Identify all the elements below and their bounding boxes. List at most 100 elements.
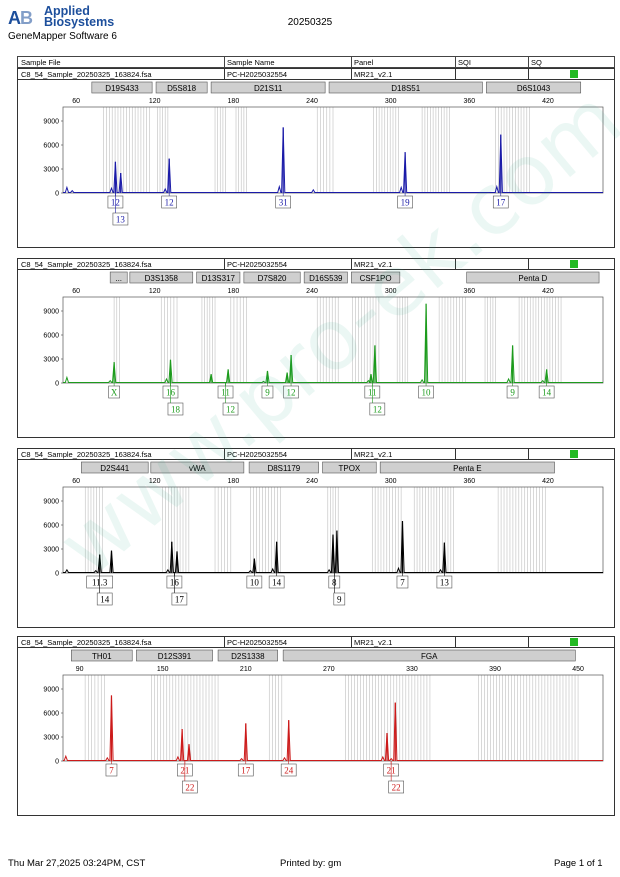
applied-biosystems-logo-icon: A B: [8, 8, 33, 26]
x-tick-label: 120: [149, 98, 161, 105]
locus-label: D19S433: [105, 84, 139, 93]
locus-marker: D19S433: [91, 81, 153, 94]
locus-marker: D3S1358: [129, 271, 194, 284]
allele-label: 7: [400, 578, 405, 588]
col-sample-file: Sample File: [21, 58, 61, 67]
locus-marker: Penta E: [379, 461, 555, 474]
allele-label: 12: [287, 388, 296, 398]
allele-label: 12: [373, 405, 382, 415]
allele-label: X: [111, 388, 118, 398]
col-sq: SQ: [531, 58, 542, 67]
x-tick-label: 300: [385, 98, 397, 105]
locus-label: D5S818: [167, 84, 196, 93]
panel-sample: PC-H2025032554: [227, 638, 288, 647]
y-tick-label: 6000: [43, 333, 59, 340]
allele-label: 18: [171, 405, 181, 415]
y-tick-label: 3000: [43, 167, 59, 174]
y-tick-label: 3000: [43, 735, 59, 742]
electropherogram-chart: TH01 D12S391 D2S1338 FGA 90 150 210 270 330 390 45…: [43, 649, 604, 794]
y-tick-label: 9000: [43, 309, 59, 316]
panel-title-row: C8_54_Sample_20250325_163824.fsa PC-H202…: [18, 69, 614, 80]
allele-call: 31: [275, 193, 291, 209]
footer-timestamp: Thu Mar 27,2025 03:24PM, CST: [8, 858, 146, 869]
locus-marker: D8S1179: [248, 461, 319, 474]
allele-call: 14: [538, 383, 555, 399]
allele-label: 17: [241, 766, 251, 776]
allele-label: 14: [272, 578, 282, 588]
x-tick-label: 420: [542, 478, 554, 485]
locus-marker: TPOX: [322, 461, 377, 474]
svg-text:B: B: [20, 8, 33, 26]
allele-label: 24: [284, 766, 294, 776]
y-tick-label: 9000: [43, 119, 59, 126]
panel-title-row: C8_54_Sample_20250325_163824.fsa PC-H202…: [18, 449, 614, 460]
allele-label: 22: [392, 783, 401, 793]
allele-call: 22: [388, 761, 404, 794]
y-tick-label: 3000: [43, 357, 59, 364]
locus-label: D18S51: [391, 84, 420, 93]
locus-marker: D21S11: [210, 81, 326, 94]
panel-kit: MR21_v2.1: [354, 260, 393, 269]
locus-label: D8S1179: [267, 464, 300, 473]
allele-call: 12: [283, 383, 299, 399]
locus-marker: D2S1338: [217, 649, 278, 662]
x-tick-label: 60: [72, 288, 80, 295]
allele-label: 14: [542, 388, 552, 398]
x-tick-label: 120: [149, 478, 161, 485]
sq-status-indicator: [570, 638, 578, 646]
allele-call: 10: [418, 383, 434, 399]
locus-marker: D12S391: [136, 649, 213, 662]
svg-text:A: A: [8, 8, 21, 26]
footer-printed-by: Printed by: gm: [280, 858, 342, 869]
y-tick-label: 0: [55, 381, 59, 388]
locus-label: D21S11: [254, 84, 283, 93]
allele-label: 31: [279, 198, 288, 208]
electropherogram-chart: D2S441 vWA D8S1179 TPOX Penta E 60 120 180 240 30…: [43, 461, 604, 606]
panel-kit: MR21_v2.1: [354, 638, 393, 647]
locus-marker: D18S51: [328, 81, 483, 94]
locus-label: D12S391: [158, 652, 192, 661]
y-tick-label: 6000: [43, 523, 59, 530]
locus-marker: CSF1PO: [351, 271, 401, 284]
panel-sample: PC-H2025032554: [227, 450, 288, 459]
locus-label: D3S1358: [145, 274, 179, 283]
x-tick-label: 180: [228, 98, 240, 105]
allele-label: 19: [401, 198, 411, 208]
locus-marker: D13S317: [196, 271, 241, 284]
bin-gridlines: [84, 487, 546, 573]
allele-call: X: [108, 383, 120, 399]
locus-label: D2S441: [100, 464, 129, 473]
sq-status-indicator: [570, 450, 578, 458]
x-tick-label: 330: [406, 666, 418, 673]
col-sample-name: Sample Name: [227, 58, 275, 67]
locus-label: Penta E: [453, 464, 481, 473]
allele-label: 12: [165, 198, 174, 208]
allele-call: 17: [492, 193, 509, 209]
x-tick-label: 90: [76, 666, 84, 673]
panel-sample: PC-H2025032554: [227, 70, 288, 79]
x-tick-label: 450: [572, 666, 584, 673]
allele-label: 9: [265, 388, 270, 398]
x-tick-label: 60: [72, 478, 80, 485]
electropherogram-chart: D19S433 D5S818 D21S11 D18S51 D6S1043 60 120 180…: [43, 81, 604, 226]
locus-marker: D5S818: [155, 81, 208, 94]
x-tick-label: 270: [323, 666, 335, 673]
brand-name: Applied Biosystems: [44, 4, 115, 29]
locus-label: vWA: [189, 464, 206, 473]
allele-call: 19: [397, 193, 413, 209]
electropherogram-panel-red: C8_54_Sample_20250325_163824.fsa PC-H202…: [17, 636, 615, 816]
signal-trace: [63, 303, 603, 383]
locus-label: TPOX: [338, 464, 360, 473]
allele-call: 14: [268, 573, 285, 589]
x-tick-label: 210: [240, 666, 252, 673]
locus-marker: D2S441: [81, 461, 149, 474]
allele-call: 17: [171, 573, 188, 606]
allele-call: 22: [182, 761, 198, 794]
locus-label: D6S1043: [517, 84, 551, 93]
sq-status-indicator: [570, 70, 578, 78]
panel-kit: MR21_v2.1: [354, 450, 393, 459]
locus-marker: FGA: [282, 649, 576, 662]
x-tick-label: 60: [72, 98, 80, 105]
panel-file: C8_54_Sample_20250325_163824.fsa: [21, 260, 152, 269]
locus-label: D7S820: [258, 274, 287, 283]
